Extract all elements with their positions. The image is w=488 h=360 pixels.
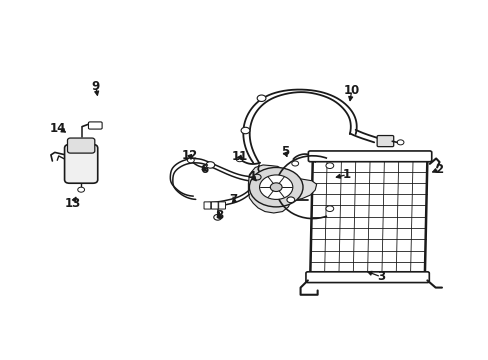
Circle shape (213, 215, 221, 220)
Circle shape (286, 197, 294, 203)
Circle shape (249, 167, 303, 207)
FancyBboxPatch shape (203, 202, 210, 209)
Text: 5: 5 (280, 145, 288, 158)
Circle shape (270, 183, 282, 192)
Text: 10: 10 (343, 84, 359, 97)
FancyBboxPatch shape (64, 144, 98, 183)
Text: 13: 13 (64, 197, 81, 210)
Text: 6: 6 (200, 163, 208, 176)
Text: 8: 8 (215, 210, 223, 222)
Circle shape (236, 157, 243, 162)
Circle shape (205, 162, 214, 168)
Circle shape (396, 140, 403, 145)
Text: 2: 2 (435, 163, 443, 176)
Circle shape (187, 158, 194, 163)
Circle shape (325, 206, 333, 212)
Circle shape (78, 187, 84, 192)
Circle shape (241, 127, 249, 134)
Circle shape (291, 161, 298, 166)
Polygon shape (248, 165, 316, 213)
Circle shape (253, 174, 261, 180)
Circle shape (325, 163, 333, 168)
Text: 11: 11 (231, 150, 247, 163)
Text: 9: 9 (91, 80, 100, 93)
FancyBboxPatch shape (305, 272, 428, 283)
Text: 7: 7 (229, 193, 237, 206)
Circle shape (257, 95, 265, 102)
FancyBboxPatch shape (218, 202, 225, 209)
Text: 14: 14 (50, 122, 66, 135)
FancyBboxPatch shape (376, 135, 393, 147)
FancyBboxPatch shape (67, 138, 95, 153)
Text: 4: 4 (247, 170, 255, 183)
Text: 12: 12 (182, 149, 198, 162)
FancyBboxPatch shape (308, 151, 431, 162)
FancyBboxPatch shape (88, 122, 102, 129)
Circle shape (259, 175, 292, 199)
Text: 1: 1 (342, 168, 350, 181)
FancyBboxPatch shape (211, 202, 218, 209)
Text: 3: 3 (376, 270, 385, 283)
